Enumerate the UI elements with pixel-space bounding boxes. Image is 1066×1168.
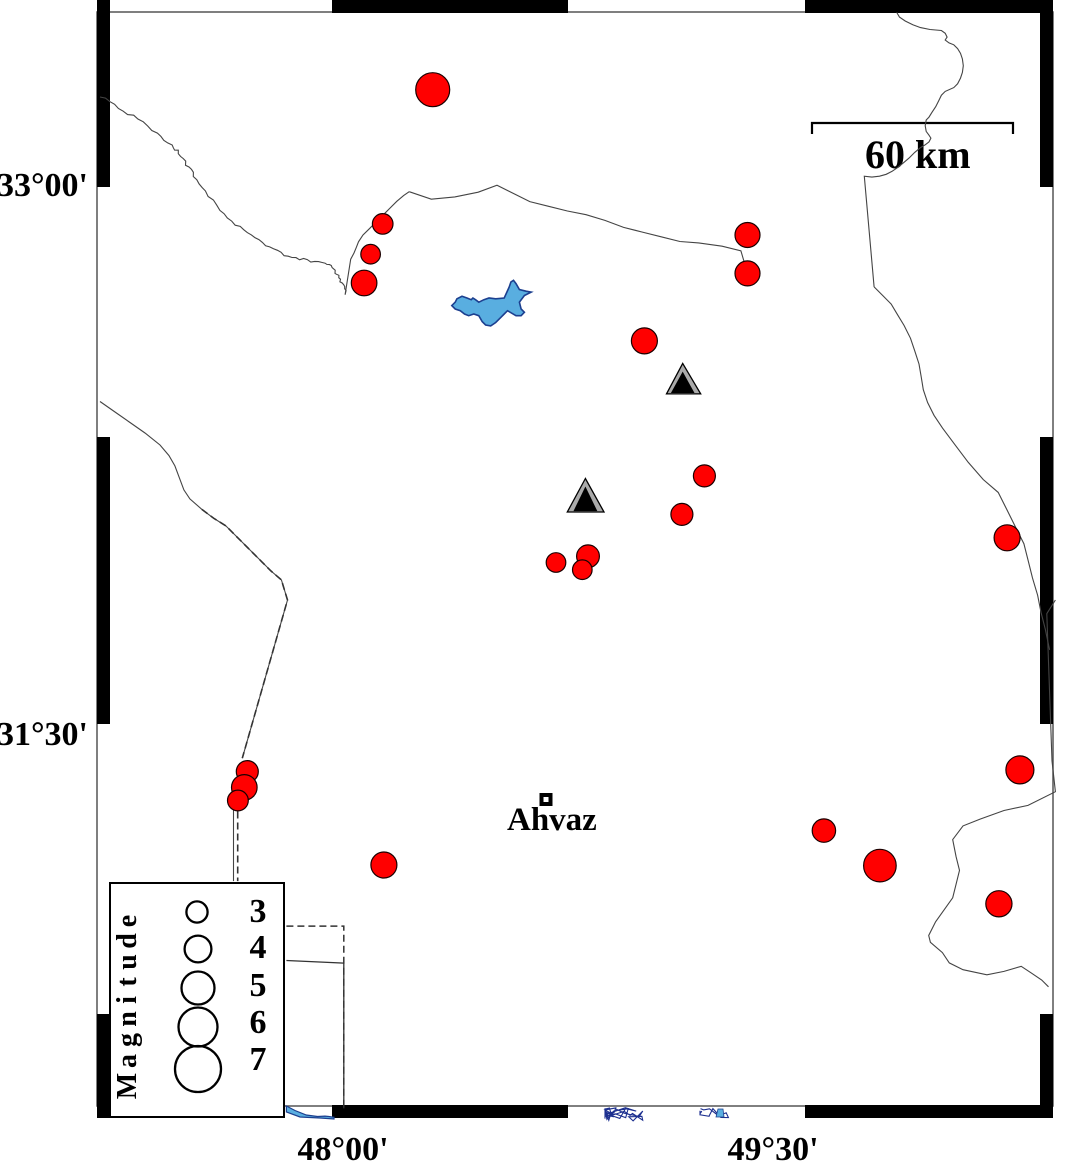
svg-text:48°00': 48°00' (297, 1131, 388, 1168)
svg-text:u: u (112, 954, 143, 970)
svg-text:t: t (112, 977, 143, 987)
svg-text:6: 6 (250, 1004, 267, 1041)
svg-text:d: d (112, 933, 143, 949)
svg-text:M: M (112, 1073, 143, 1099)
svg-text:n: n (112, 1011, 143, 1027)
svg-text:5: 5 (250, 967, 267, 1004)
svg-text:i: i (112, 996, 143, 1004)
svg-text:3: 3 (250, 893, 267, 930)
svg-text:g: g (112, 1033, 143, 1047)
svg-text:Ahvaz: Ahvaz (507, 802, 597, 838)
svg-text:7: 7 (250, 1041, 267, 1078)
svg-text:49°30': 49°30' (727, 1131, 818, 1168)
svg-text:e: e (112, 915, 143, 927)
svg-text:4: 4 (250, 929, 267, 966)
svg-text:60 km: 60 km (865, 132, 971, 177)
svg-text:33°00': 33°00' (0, 167, 88, 204)
svg-text:31°30': 31°30' (0, 716, 88, 753)
svg-text:a: a (112, 1054, 143, 1068)
